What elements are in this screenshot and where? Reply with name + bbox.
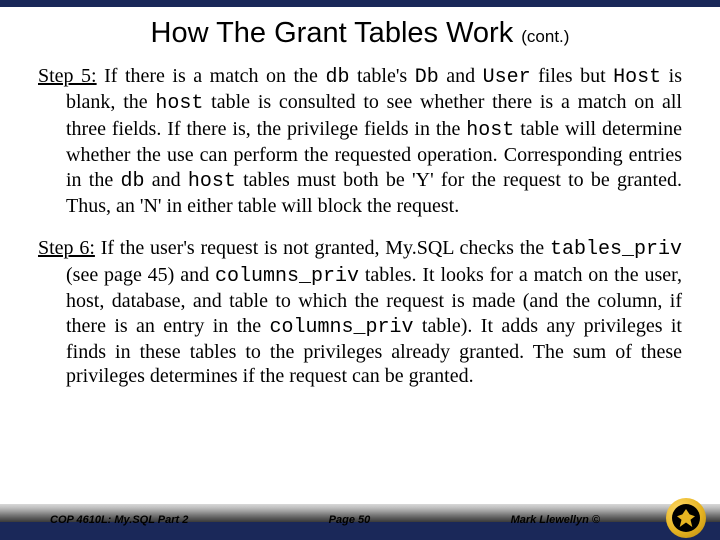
step-5: Step 5: If there is a match on the db ta…: [38, 64, 682, 218]
code-host3: host: [188, 170, 236, 193]
step5-t3: and: [439, 65, 483, 87]
code-User: User: [483, 66, 531, 89]
code-db: db: [325, 66, 349, 89]
footer-left: COP 4610L: My.SQL Part 2: [50, 514, 188, 526]
code-columns-priv1: columns_priv: [215, 265, 359, 288]
code-tables-priv: tables_priv: [550, 238, 682, 261]
title-cont: (cont.): [521, 27, 569, 46]
code-Db: Db: [415, 66, 439, 89]
step5-t2: table's: [349, 65, 414, 87]
logo-inner: [672, 504, 700, 532]
footer-text-row: COP 4610L: My.SQL Part 2 Page 50 Mark Ll…: [0, 514, 720, 526]
step-5-label: Step 5:: [38, 65, 97, 87]
code-host2: host: [466, 119, 514, 142]
step5-t8: and: [144, 169, 187, 191]
ucf-logo: [666, 498, 706, 538]
top-border: [0, 0, 720, 7]
title-main: How The Grant Tables Work: [151, 17, 514, 49]
logo-circle: [666, 498, 706, 538]
footer-center: Page 50: [329, 514, 371, 526]
slide-content: How The Grant Tables Work (cont.) Step 5…: [0, 7, 720, 389]
step6-t2: (see page 45) and: [66, 264, 215, 286]
step6-t1: If the user's request is not granted, My…: [95, 237, 550, 259]
slide-footer: COP 4610L: My.SQL Part 2 Page 50 Mark Ll…: [0, 504, 720, 540]
step5-t4: files but: [531, 65, 614, 87]
code-Host: Host: [613, 66, 661, 89]
pegasus-icon: [677, 509, 695, 527]
code-host1: host: [155, 92, 203, 115]
code-db2: db: [120, 170, 144, 193]
footer-right: Mark Llewellyn ©: [511, 514, 600, 526]
slide-title: How The Grant Tables Work (cont.): [38, 17, 682, 50]
step-6: Step 6: If the user's request is not gra…: [38, 236, 682, 388]
step5-t1: If there is a match on the: [97, 65, 326, 87]
step-6-label: Step 6:: [38, 237, 95, 259]
code-columns-priv2: columns_priv: [269, 316, 413, 339]
